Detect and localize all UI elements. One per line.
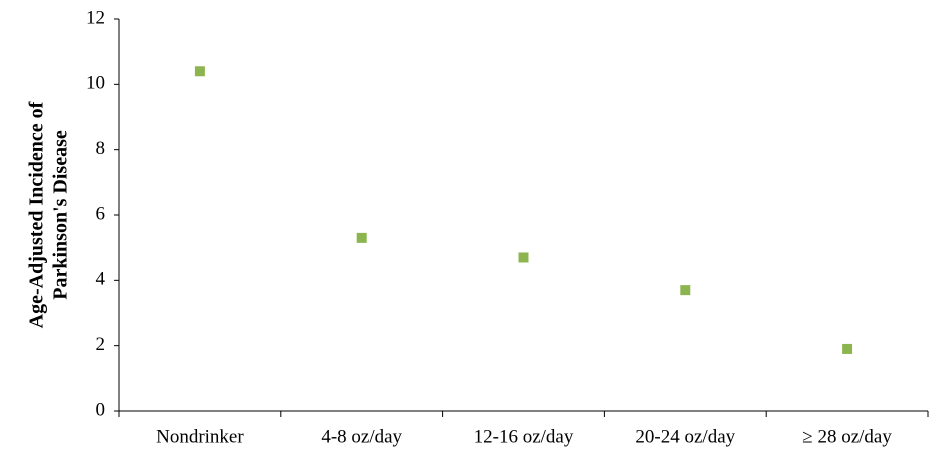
y-tick-label: 6	[96, 203, 106, 224]
y-axis-title: Age-Adjusted Incidence of Parkinson's Di…	[26, 101, 72, 328]
y-tick-label: 0	[96, 399, 106, 420]
y-tick-label: 4	[96, 269, 106, 290]
x-tick-label: Nondrinker	[156, 426, 244, 447]
y-tick-label: 12	[86, 7, 105, 28]
y-axis-title-line: Parkinson's Disease	[50, 130, 72, 300]
marker	[356, 232, 367, 243]
y-axis-title-line: Age-Adjusted Incidence of	[26, 101, 48, 328]
marker	[680, 285, 691, 296]
marker	[842, 343, 853, 354]
y-tick-label: 2	[96, 334, 106, 355]
y-tick-label: 8	[96, 138, 106, 159]
x-tick-label: 20-24 oz/day	[635, 426, 735, 447]
x-tick-label: ≥ 28 oz/day	[802, 426, 892, 447]
y-tick-label: 10	[86, 73, 105, 94]
x-tick-label: 12-16 oz/day	[474, 426, 574, 447]
x-tick-label: 4-8 oz/day	[321, 426, 402, 447]
marker	[518, 252, 529, 263]
marker	[194, 66, 205, 77]
